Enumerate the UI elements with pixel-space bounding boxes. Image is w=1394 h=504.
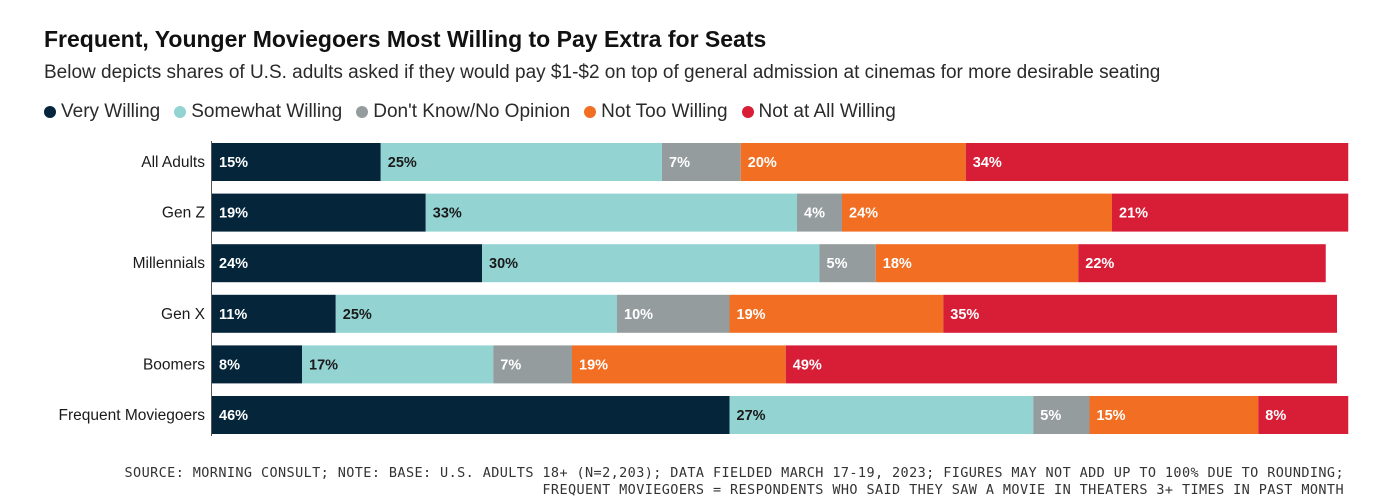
footer-source-note: SOURCE: MORNING CONSULT; NOTE: BASE: U.S… xyxy=(125,465,1344,482)
data-label-5-1: 27% xyxy=(737,408,766,424)
data-label-4-3: 19% xyxy=(579,357,608,373)
stacked-bar-chart: All Adults 15% 25% 7% 20% 34% Gen Z 19% 33% 4% 24%… xyxy=(0,0,1394,460)
data-label-2-4: 22% xyxy=(1085,256,1114,272)
category-label-0: All Adults xyxy=(141,154,205,171)
bar-segment-1-1 xyxy=(426,194,797,232)
data-label-0-1: 25% xyxy=(388,155,417,171)
data-label-2-0: 24% xyxy=(219,256,248,272)
data-label-0-0: 15% xyxy=(219,155,248,171)
chart-footer: SOURCE: MORNING CONSULT; NOTE: BASE: U.S… xyxy=(125,465,1344,499)
data-label-5-4: 8% xyxy=(1265,408,1286,424)
category-label-5: Frequent Moviegoers xyxy=(59,407,206,424)
footer-definition-note: FREQUENT MOVIEGOERS = RESPONDENTS WHO SA… xyxy=(125,482,1344,499)
data-label-3-3: 19% xyxy=(737,307,766,323)
bar-segment-0-1 xyxy=(381,143,662,181)
data-label-1-3: 24% xyxy=(849,206,878,222)
data-label-4-0: 8% xyxy=(219,357,240,373)
bar-segment-2-4 xyxy=(1078,244,1326,282)
data-label-1-4: 21% xyxy=(1119,206,1148,222)
data-label-4-2: 7% xyxy=(500,357,521,373)
category-label-4: Boomers xyxy=(143,356,205,373)
data-label-4-4: 49% xyxy=(793,357,822,373)
data-label-5-2: 5% xyxy=(1040,408,1061,424)
data-label-3-4: 35% xyxy=(950,307,979,323)
bar-segment-5-0 xyxy=(212,396,730,434)
data-label-5-0: 46% xyxy=(219,408,248,424)
data-label-1-2: 4% xyxy=(804,206,825,222)
data-label-1-1: 33% xyxy=(433,206,462,222)
data-label-3-0: 11% xyxy=(219,307,247,323)
bar-segment-1-3 xyxy=(842,194,1112,232)
bar-segment-5-1 xyxy=(730,396,1034,434)
data-label-1-0: 19% xyxy=(219,206,248,222)
bar-segment-4-4 xyxy=(786,345,1337,383)
data-label-0-4: 34% xyxy=(973,155,1002,171)
data-label-4-1: 17% xyxy=(309,357,338,373)
data-label-0-3: 20% xyxy=(748,155,777,171)
bar-segment-2-0 xyxy=(212,244,482,282)
category-label-3: Gen X xyxy=(161,306,206,323)
data-label-0-2: 7% xyxy=(669,155,690,171)
bar-segment-2-1 xyxy=(482,244,820,282)
bar-segment-3-1 xyxy=(336,295,617,333)
category-label-2: Millennials xyxy=(133,255,206,272)
bar-segment-3-4 xyxy=(943,295,1337,333)
data-label-2-3: 18% xyxy=(883,256,912,272)
data-label-5-3: 15% xyxy=(1097,408,1126,424)
category-label-1: Gen Z xyxy=(162,205,205,222)
data-label-3-1: 25% xyxy=(343,307,372,323)
bar-segment-0-4 xyxy=(966,143,1349,181)
data-label-2-1: 30% xyxy=(489,256,518,272)
data-label-3-2: 10% xyxy=(624,307,653,323)
data-label-2-2: 5% xyxy=(827,256,848,272)
